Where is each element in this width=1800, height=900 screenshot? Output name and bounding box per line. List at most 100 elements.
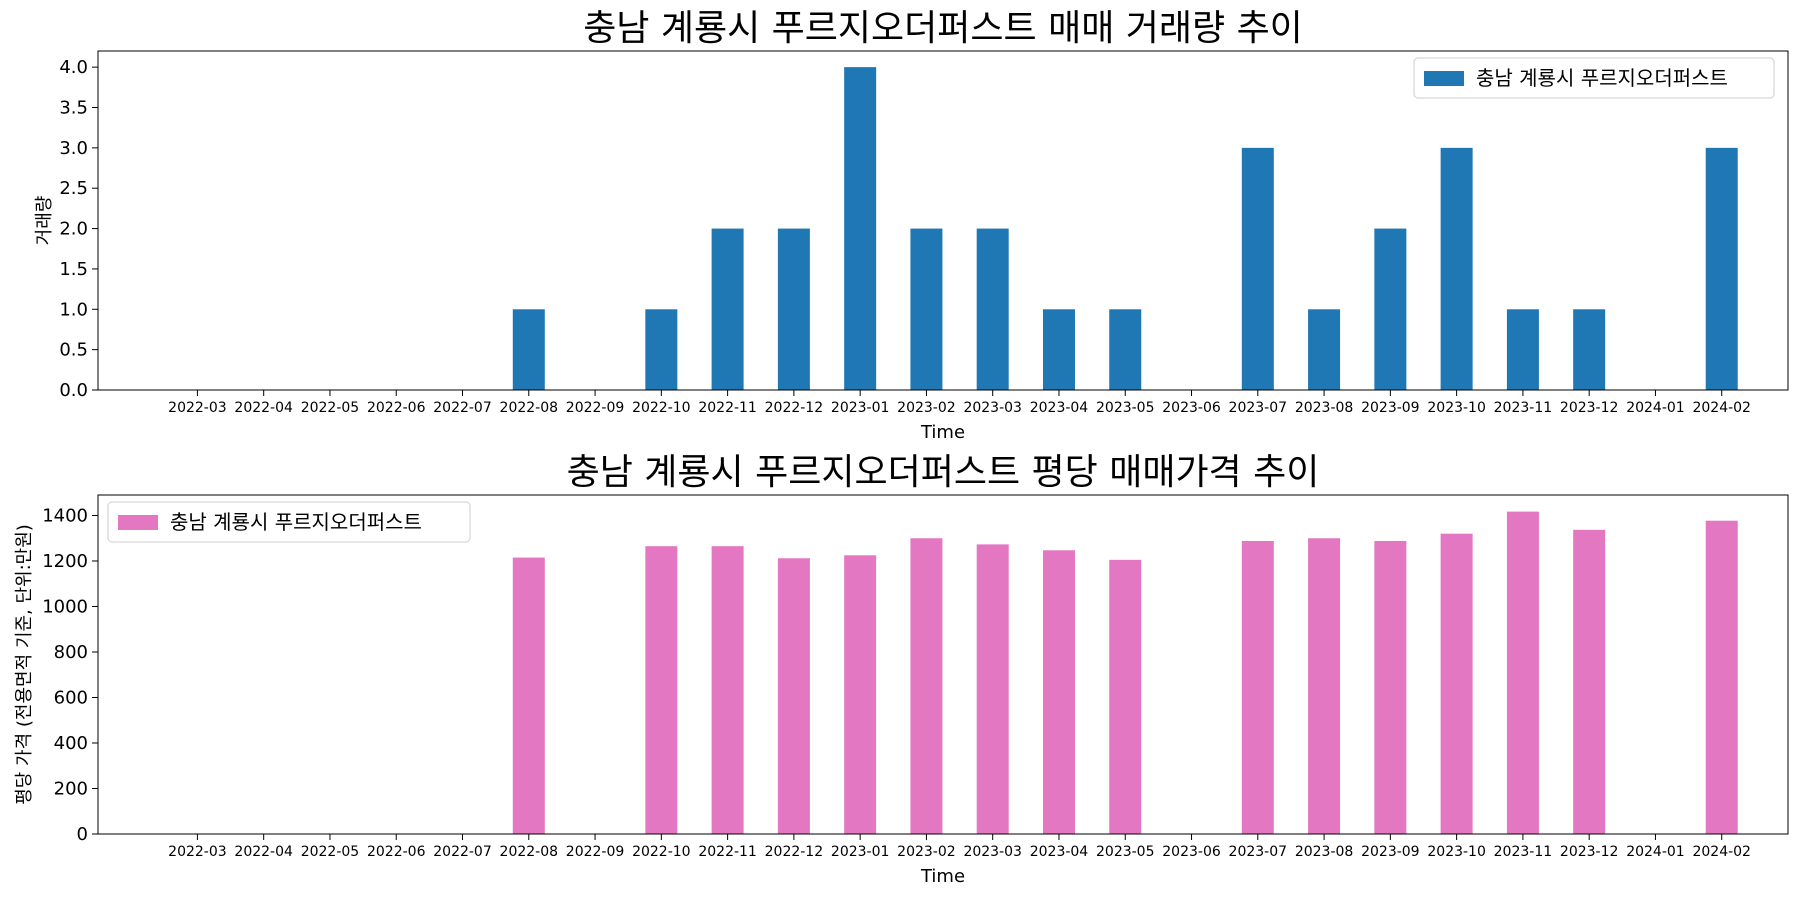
x-tick-label: 2022-05 <box>301 844 360 860</box>
y-tick-label: 200 <box>54 778 88 799</box>
bar-2023-11 <box>1506 511 1539 834</box>
x-tick-label: 2024-01 <box>1626 844 1685 860</box>
bar-2022-10 <box>645 309 678 390</box>
x-tick-label: 2023-05 <box>1096 400 1155 416</box>
bar-2022-11 <box>711 228 744 390</box>
bar-2023-08 <box>1308 538 1341 834</box>
bar-2022-12 <box>777 228 810 390</box>
x-tick-label: 2023-08 <box>1295 400 1354 416</box>
y-tick-label: 0.0 <box>59 380 88 401</box>
x-axis-label: Time <box>920 866 965 887</box>
x-tick-label: 2022-03 <box>168 400 227 416</box>
x-tick-label: 2022-04 <box>234 400 293 416</box>
x-tick-label: 2023-04 <box>1030 400 1089 416</box>
y-tick-label: 800 <box>54 642 88 663</box>
x-tick-label: 2022-08 <box>500 400 559 416</box>
y-tick-label: 2.0 <box>59 219 88 240</box>
bar-2023-11 <box>1506 309 1539 390</box>
x-tick-label: 2023-08 <box>1295 844 1354 860</box>
x-tick-label: 2022-04 <box>234 844 293 860</box>
y-tick-label: 2.5 <box>59 178 88 199</box>
volume-chart: 0.0 0.5 1.0 1.5 2.0 2.5 3.0 3.5 4.0 2022-03 2022-0… <box>34 8 1789 443</box>
bar-2023-05 <box>1109 309 1142 390</box>
x-tick-label: 2023-04 <box>1030 844 1089 860</box>
plot-frame <box>97 494 1789 835</box>
bar-2023-10 <box>1440 147 1473 390</box>
x-tick-label: 2022-10 <box>632 844 691 860</box>
x-tick-label: 2023-02 <box>897 400 956 416</box>
bar-2023-03 <box>976 544 1009 834</box>
bar-2023-12 <box>1573 309 1606 390</box>
y-tick-label: 3.5 <box>59 98 88 119</box>
chart-title: 충남 계룡시 푸르지오더퍼스트 평당 매매가격 추이 <box>567 452 1320 493</box>
bar-2023-02 <box>910 228 943 390</box>
y-tick-label: 1200 <box>42 551 88 572</box>
bar-2022-10 <box>645 546 678 834</box>
bar-2023-01 <box>844 555 877 834</box>
bar-2023-09 <box>1374 540 1407 834</box>
bar-2023-02 <box>910 538 943 834</box>
plot-frame <box>97 50 1789 391</box>
legend-label: 충남 계룡시 푸르지오더퍼스트 <box>1476 66 1728 90</box>
x-tick-label: 2022-11 <box>698 844 757 860</box>
bar-2022-12 <box>777 558 810 834</box>
bar-2023-01 <box>844 67 877 391</box>
x-tick-label: 2023-05 <box>1096 844 1155 860</box>
x-tick-label: 2022-09 <box>566 844 625 860</box>
y-axis-label: 거래량 <box>34 196 55 246</box>
x-tick-label: 2023-10 <box>1427 400 1486 416</box>
x-tick-label: 2023-01 <box>831 844 890 860</box>
x-axis-label: Time <box>920 422 965 443</box>
bar-2022-08 <box>512 557 545 834</box>
y-tick-label: 1.5 <box>59 259 88 280</box>
bar-2022-11 <box>711 546 744 834</box>
legend-swatch <box>1424 71 1464 86</box>
y-tick-label: 400 <box>54 733 88 754</box>
x-tick-label: 2023-09 <box>1361 844 1420 860</box>
x-tick-label: 2023-07 <box>1229 400 1288 416</box>
legend: 충남 계룡시 푸르지오더퍼스트 <box>107 501 471 543</box>
x-tick-label: 2023-12 <box>1560 844 1619 860</box>
x-tick-label: 2022-09 <box>566 400 625 416</box>
x-tick-label: 2023-09 <box>1361 400 1420 416</box>
legend-swatch <box>118 515 158 530</box>
x-tick-label: 2023-07 <box>1229 844 1288 860</box>
chart-title: 충남 계룡시 푸르지오더퍼스트 매매 거래량 추이 <box>583 8 1303 49</box>
bar-2023-08 <box>1308 309 1341 390</box>
legend-label: 충남 계룡시 푸르지오더퍼스트 <box>170 510 422 534</box>
y-tick-label: 0.5 <box>59 340 88 361</box>
bar-2023-09 <box>1374 228 1407 390</box>
y-tick-label: 3.0 <box>59 138 88 159</box>
x-tick-label: 2022-07 <box>433 400 492 416</box>
legend-box <box>1413 57 1775 99</box>
y-tick-label: 1000 <box>42 596 88 617</box>
x-tick-label: 2023-02 <box>897 844 956 860</box>
bar-2024-02 <box>1705 520 1738 834</box>
x-tick-label: 2022-12 <box>765 400 824 416</box>
y-tick-label: 4.0 <box>59 57 88 78</box>
x-tick-label: 2024-01 <box>1626 400 1685 416</box>
bar-2022-08 <box>512 309 545 390</box>
x-tick-label: 2023-03 <box>963 400 1022 416</box>
x-tick-label: 2023-06 <box>1162 400 1221 416</box>
x-tick-label: 2023-03 <box>963 844 1022 860</box>
price-chart: 0 200 400 600 800 1000 1200 1400 2022-03 2022-04 2… <box>14 452 1789 887</box>
y-axis-label: 평당 가격 (전용면적 기준, 단위:만원) <box>14 524 35 805</box>
x-tick-label: 2024-02 <box>1692 844 1751 860</box>
bar-2023-07 <box>1241 147 1274 390</box>
x-tick-label: 2022-06 <box>367 400 426 416</box>
x-tick-label: 2023-12 <box>1560 400 1619 416</box>
x-tick-label: 2022-08 <box>500 844 559 860</box>
x-tick-label: 2022-12 <box>765 844 824 860</box>
y-tick-label: 600 <box>54 687 88 708</box>
x-tick-label: 2022-11 <box>698 400 757 416</box>
x-tick-label: 2022-03 <box>168 844 227 860</box>
bar-2023-07 <box>1241 540 1274 834</box>
bar-2024-02 <box>1705 147 1738 390</box>
bar-2023-12 <box>1573 529 1606 834</box>
y-tick-label: 0 <box>77 824 88 845</box>
x-tick-label: 2023-11 <box>1494 400 1553 416</box>
legend: 충남 계룡시 푸르지오더퍼스트 <box>1413 57 1775 99</box>
x-tick-label: 2024-02 <box>1692 400 1751 416</box>
